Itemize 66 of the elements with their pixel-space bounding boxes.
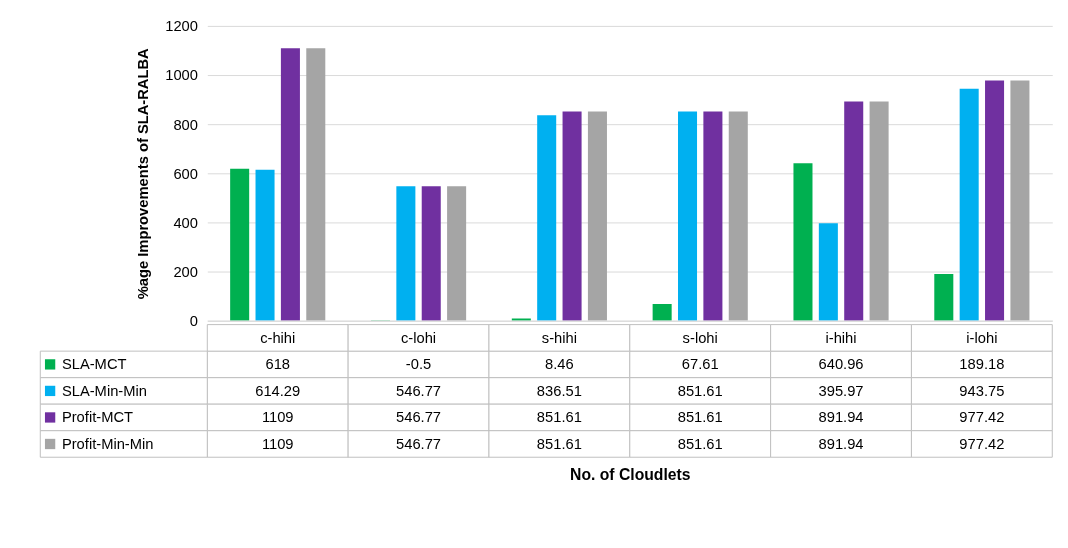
bar — [421, 186, 441, 321]
bar — [447, 186, 467, 321]
data-label: 614.29 — [255, 382, 301, 399]
bar — [255, 169, 275, 321]
bar — [844, 101, 864, 321]
data-label: 395.97 — [818, 382, 864, 399]
bar — [678, 111, 698, 321]
data-label: 851.61 — [677, 435, 723, 452]
data-label: 943.75 — [959, 382, 1005, 399]
data-label: 891.94 — [818, 435, 864, 452]
bar — [818, 223, 838, 321]
bar — [1010, 80, 1030, 321]
legend-label: Profit-Min-Min — [61, 435, 154, 452]
data-label: 851.61 — [677, 409, 723, 426]
legend-label: SLA-Min-Min — [61, 382, 147, 399]
x-tick-label: i-hihi — [825, 329, 857, 346]
data-label: 977.42 — [959, 409, 1005, 426]
data-label: 546.77 — [396, 435, 442, 452]
bar — [703, 111, 723, 321]
bar — [869, 101, 889, 321]
x-tick-label: c-hihi — [260, 329, 296, 346]
bar — [230, 168, 250, 321]
y-tick-label: 0 — [189, 312, 198, 329]
x-tick-label: s-hihi — [541, 329, 577, 346]
bar — [562, 111, 582, 321]
legend-label: Profit-MCT — [61, 409, 134, 426]
data-label: 67.61 — [681, 356, 719, 373]
x-tick-label: s-lohi — [682, 329, 718, 346]
x-tick-label: c-lohi — [400, 329, 437, 346]
data-label: 851.61 — [536, 435, 582, 452]
y-tick-label: 1200 — [165, 18, 198, 35]
data-label: 546.77 — [396, 409, 442, 426]
bar — [959, 88, 979, 321]
bar — [728, 111, 748, 321]
y-tick-label: 200 — [173, 263, 198, 280]
data-label: 851.61 — [536, 409, 582, 426]
bar — [793, 163, 813, 321]
y-axis-title: %age Improvements of SLA-RALBA — [135, 47, 152, 300]
data-label: 836.51 — [536, 382, 582, 399]
data-label: 640.96 — [818, 356, 864, 373]
y-tick-label: 1000 — [165, 67, 198, 84]
data-label: 851.61 — [677, 382, 723, 399]
data-label: 8.46 — [545, 356, 574, 373]
legend-label: SLA-MCT — [61, 356, 127, 373]
bar — [587, 111, 607, 321]
bar — [511, 318, 531, 321]
data-label: 977.42 — [959, 435, 1005, 452]
data-label: 1109 — [261, 435, 294, 452]
bar — [306, 48, 326, 321]
y-tick-label: 800 — [173, 116, 198, 133]
data-label: -0.5 — [405, 356, 432, 373]
y-tick-label: 600 — [173, 165, 198, 182]
bar — [985, 80, 1005, 321]
data-label: 546.77 — [396, 382, 442, 399]
bar — [652, 303, 672, 321]
bar — [537, 115, 557, 321]
y-tick-label: 400 — [173, 214, 198, 231]
data-label: 891.94 — [818, 409, 864, 426]
data-label: 1109 — [261, 409, 294, 426]
text: No. of Cloudlets — [570, 466, 691, 484]
x-tick-label: i-lohi — [966, 329, 998, 346]
data-label: 189.18 — [959, 356, 1005, 373]
bar — [280, 48, 300, 321]
bar — [934, 274, 954, 321]
bar — [396, 186, 416, 321]
data-label: 618 — [265, 356, 291, 373]
